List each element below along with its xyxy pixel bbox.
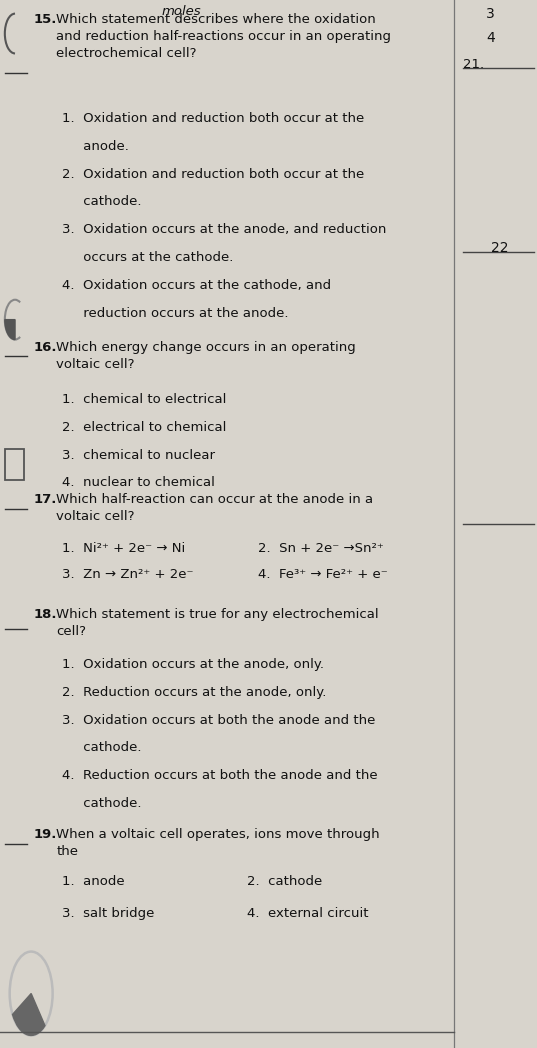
Text: 4.  nuclear to chemical: 4. nuclear to chemical <box>62 476 215 489</box>
Text: 3: 3 <box>486 7 495 21</box>
Text: Which energy change occurs in an operating
voltaic cell?: Which energy change occurs in an operati… <box>56 341 356 371</box>
Text: 2.  electrical to chemical: 2. electrical to chemical <box>62 420 226 434</box>
Text: 19.: 19. <box>33 828 57 840</box>
Text: moles: moles <box>161 5 201 18</box>
Text: 2.  Sn + 2e⁻ →Sn²⁺: 2. Sn + 2e⁻ →Sn²⁺ <box>258 542 383 554</box>
Text: 15.: 15. <box>33 13 57 25</box>
Text: reduction occurs at the anode.: reduction occurs at the anode. <box>62 306 288 320</box>
Text: 4.  Reduction occurs at both the anode and the: 4. Reduction occurs at both the anode an… <box>62 769 378 782</box>
Text: cathode.: cathode. <box>62 798 141 810</box>
Text: cathode.: cathode. <box>62 195 141 209</box>
Wedge shape <box>12 994 45 1035</box>
Text: 4.  external circuit: 4. external circuit <box>247 907 368 919</box>
Text: 1.  Ni²⁺ + 2e⁻ → Ni: 1. Ni²⁺ + 2e⁻ → Ni <box>62 542 185 554</box>
Text: 16.: 16. <box>33 341 57 353</box>
Text: 1.  anode: 1. anode <box>62 875 125 888</box>
Text: 1.  Oxidation and reduction both occur at the: 1. Oxidation and reduction both occur at… <box>62 112 364 125</box>
Text: When a voltaic cell operates, ions move through
the: When a voltaic cell operates, ions move … <box>56 828 380 858</box>
Text: 3.  Oxidation occurs at both the anode and the: 3. Oxidation occurs at both the anode an… <box>62 714 375 726</box>
Text: 4.  Fe³⁺ → Fe²⁺ + e⁻: 4. Fe³⁺ → Fe²⁺ + e⁻ <box>258 568 388 581</box>
Text: occurs at the cathode.: occurs at the cathode. <box>62 250 233 264</box>
Text: Which statement describes where the oxidation
and reduction half-reactions occur: Which statement describes where the oxid… <box>56 13 391 60</box>
Text: 4: 4 <box>486 31 495 45</box>
Text: 22: 22 <box>491 241 509 255</box>
Text: Which half-reaction can occur at the anode in a
voltaic cell?: Which half-reaction can occur at the ano… <box>56 493 374 523</box>
Text: 3.  Oxidation occurs at the anode, and reduction: 3. Oxidation occurs at the anode, and re… <box>62 223 386 236</box>
Text: 2.  Oxidation and reduction both occur at the: 2. Oxidation and reduction both occur at… <box>62 168 364 180</box>
Text: 17.: 17. <box>33 493 57 505</box>
Text: 1.  chemical to electrical: 1. chemical to electrical <box>62 393 226 406</box>
Text: 1.  Oxidation occurs at the anode, only.: 1. Oxidation occurs at the anode, only. <box>62 658 324 671</box>
Text: 21.: 21. <box>463 58 484 70</box>
Text: cathode.: cathode. <box>62 742 141 755</box>
Text: anode.: anode. <box>62 139 129 153</box>
Wedge shape <box>5 320 15 340</box>
Text: 3.  salt bridge: 3. salt bridge <box>62 907 154 919</box>
Text: 2.  cathode: 2. cathode <box>247 875 322 888</box>
Text: 18.: 18. <box>33 608 57 620</box>
Text: 4.  Oxidation occurs at the cathode, and: 4. Oxidation occurs at the cathode, and <box>62 279 331 291</box>
Text: 3.  Zn → Zn²⁺ + 2e⁻: 3. Zn → Zn²⁺ + 2e⁻ <box>62 568 193 581</box>
Text: 2.  Reduction occurs at the anode, only.: 2. Reduction occurs at the anode, only. <box>62 686 326 699</box>
Text: Which statement is true for any electrochemical
cell?: Which statement is true for any electroc… <box>56 608 379 638</box>
Text: 3.  chemical to nuclear: 3. chemical to nuclear <box>62 449 215 461</box>
